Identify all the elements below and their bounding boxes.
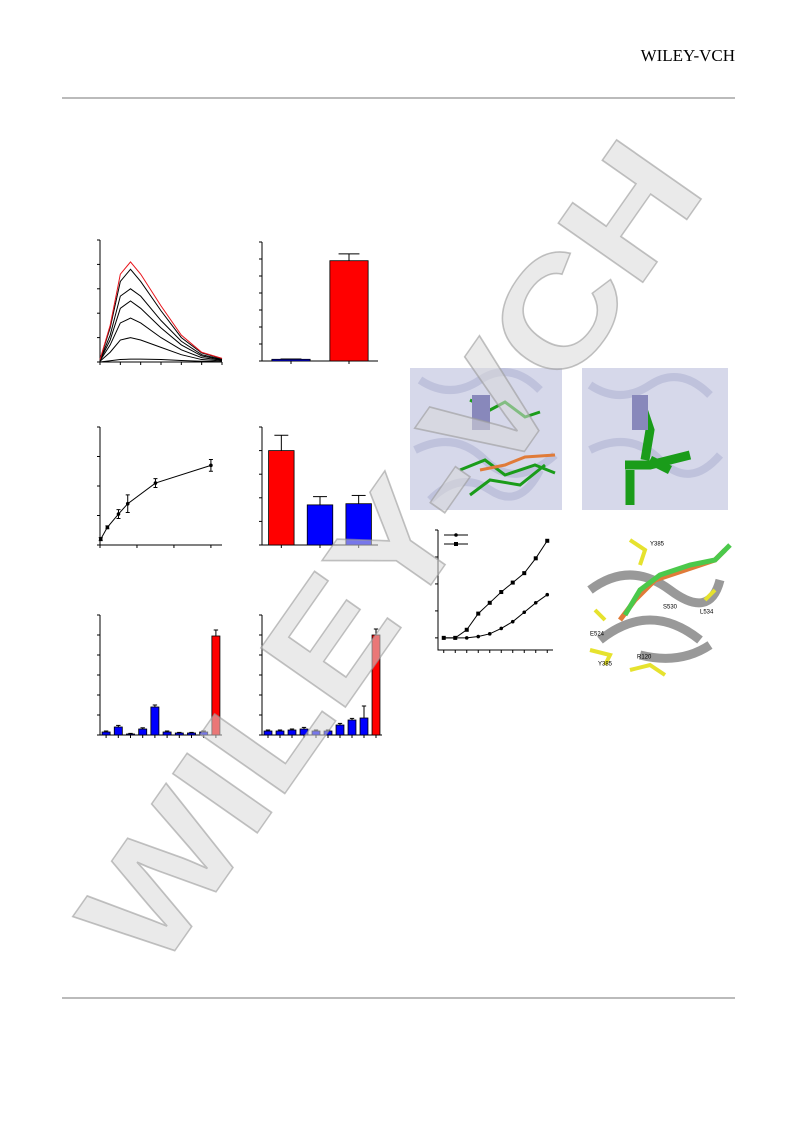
axes — [99, 427, 222, 546]
marker — [464, 627, 469, 632]
docking-image-right — [582, 368, 728, 510]
bar — [347, 719, 357, 736]
marker — [105, 525, 110, 530]
bar — [150, 706, 160, 736]
docking-image-left — [410, 368, 562, 510]
bar — [335, 724, 345, 736]
bar — [187, 732, 196, 736]
bar — [329, 260, 369, 362]
marker — [533, 556, 538, 561]
marker — [499, 626, 504, 631]
series-line — [99, 288, 223, 361]
bar — [271, 358, 311, 362]
bar — [287, 729, 297, 736]
series-line — [99, 268, 223, 360]
residue-label: R120 — [637, 655, 652, 661]
bar — [345, 503, 372, 546]
marker — [545, 592, 550, 597]
residue-label: Y385 — [598, 662, 613, 668]
bar — [268, 450, 295, 546]
marker — [522, 610, 527, 615]
marker — [476, 634, 481, 639]
axes — [99, 240, 222, 363]
legend-marker — [454, 533, 458, 537]
series-line — [99, 358, 223, 363]
marker — [522, 571, 527, 576]
bar — [101, 731, 111, 736]
marker — [453, 635, 458, 640]
marker — [209, 463, 213, 468]
residue-label: S530 — [663, 605, 678, 611]
charts — [97, 239, 553, 738]
marker — [476, 611, 481, 616]
series-line — [99, 300, 223, 361]
marker — [533, 601, 538, 605]
residue-label: Y385 — [650, 542, 665, 548]
marker — [487, 632, 492, 636]
series-line — [99, 261, 223, 360]
binding-site-image — [587, 538, 732, 677]
series-line — [100, 464, 212, 540]
bar — [359, 717, 369, 736]
brand: WILEY-VCH — [641, 46, 735, 65]
marker — [487, 600, 492, 605]
residue-label: L534 — [700, 610, 714, 616]
series-line — [99, 317, 223, 362]
bar — [299, 728, 309, 736]
marker — [98, 537, 103, 541]
series-line — [99, 337, 223, 362]
residue-label: E524 — [590, 632, 605, 638]
bar — [211, 635, 221, 736]
bar — [323, 730, 333, 736]
bar — [311, 730, 321, 736]
bar — [199, 731, 209, 736]
bar — [162, 731, 172, 736]
series-line — [443, 540, 548, 639]
bar — [306, 504, 334, 546]
axes — [437, 530, 553, 651]
marker — [464, 636, 469, 640]
bar — [138, 728, 148, 736]
marker — [116, 512, 121, 516]
marker — [545, 538, 550, 543]
bar — [263, 730, 273, 736]
watermark: WILEY-VCH — [46, 112, 734, 995]
legend-marker — [454, 542, 458, 546]
marker — [499, 590, 504, 595]
marker — [510, 619, 515, 624]
bar — [275, 730, 285, 736]
marker — [153, 481, 158, 485]
marker — [441, 635, 446, 640]
bar — [113, 726, 123, 736]
marker — [125, 501, 130, 506]
series-line — [443, 594, 548, 639]
bar — [371, 634, 381, 736]
bar — [174, 732, 184, 736]
marker — [510, 580, 515, 585]
bar — [126, 733, 135, 736]
